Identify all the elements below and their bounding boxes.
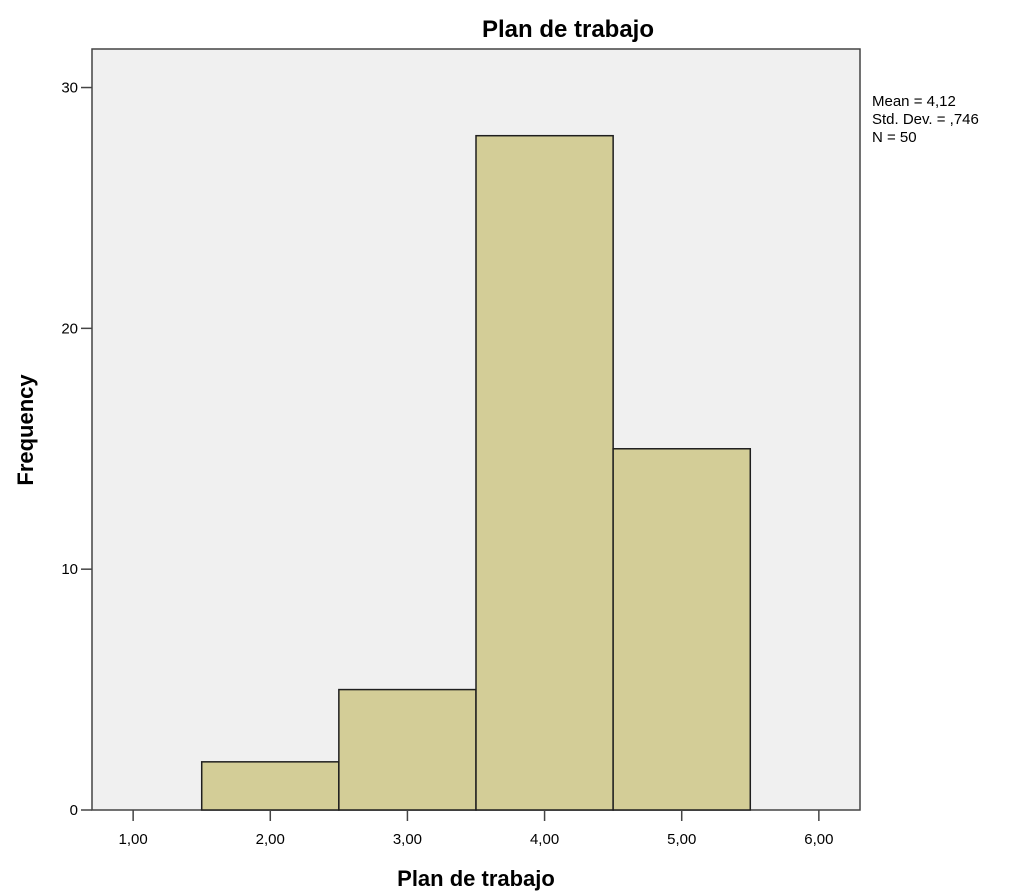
y-tick-label-4: 30 (61, 80, 78, 97)
stats-n: N = 50 (872, 129, 917, 146)
stats-mean: Mean = 4,12 (872, 93, 956, 110)
y-tick-label-3: 20 (61, 320, 78, 337)
y-tick-label-1: 0 (70, 802, 78, 819)
y-tick-label-2: 10 (61, 561, 78, 578)
x-tick-label-4: 4,00 (530, 831, 559, 848)
x-axis: 1,00 2,00 3,00 4,00 5,00 6,00 (119, 810, 833, 848)
x-axis-label: Plan de trabajo (397, 866, 555, 891)
y-axis-label: Frequency (13, 374, 38, 486)
x-tick-label-3: 3,00 (393, 831, 422, 848)
bars-group (200, 134, 752, 811)
stats-box: Mean = 4,12 Std. Dev. = ,746 N = 50 (872, 93, 979, 146)
stats-std-dev: Std. Dev. = ,746 (872, 111, 979, 128)
histogram-bar-4 (612, 448, 752, 811)
chart-title: Plan de trabajo (482, 16, 654, 43)
histogram-bar-2 (338, 688, 477, 811)
histogram-bar-3 (475, 134, 614, 811)
histogram-bar-1 (200, 761, 340, 811)
x-tick-label-2: 2,00 (256, 831, 285, 848)
y-axis: 0 10 20 30 (61, 80, 92, 819)
x-tick-label-5: 5,00 (667, 831, 696, 848)
x-tick-label-1: 1,00 (119, 831, 148, 848)
x-tick-label-6: 6,00 (804, 831, 833, 848)
